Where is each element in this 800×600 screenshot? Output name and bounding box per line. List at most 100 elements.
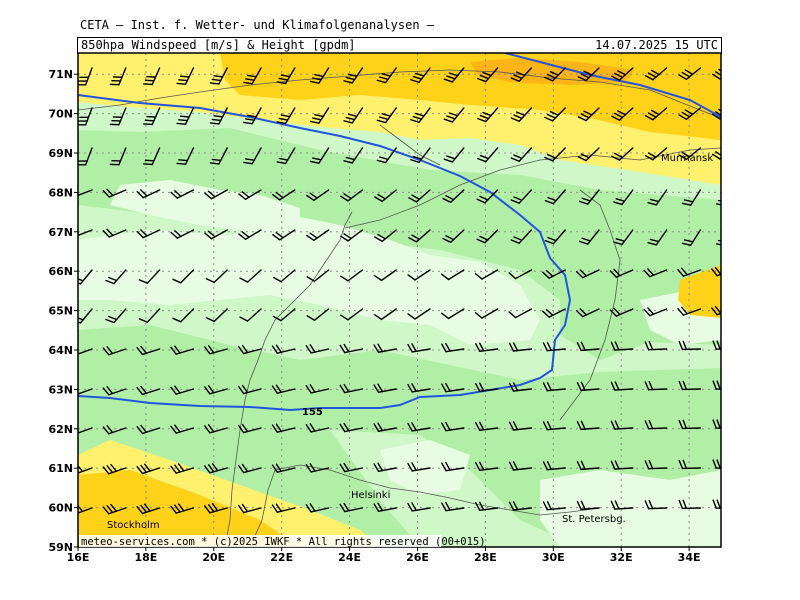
wind-barb xyxy=(407,383,431,393)
wind-barb xyxy=(611,147,634,161)
wind-barb xyxy=(136,385,161,396)
wind-barb xyxy=(475,461,499,472)
wind-barb xyxy=(610,500,634,510)
wind-barb xyxy=(711,267,721,277)
wind-barb xyxy=(407,462,431,472)
wind-calm-area-finland xyxy=(380,440,470,495)
wind-barb xyxy=(407,269,431,281)
lon-tick-label: 30E xyxy=(542,551,565,564)
wind-barb xyxy=(271,463,296,473)
wind-barb xyxy=(143,107,161,126)
wind-barb xyxy=(305,423,330,433)
wind-barb xyxy=(678,499,702,510)
wind-barb xyxy=(408,189,431,203)
wind-barb xyxy=(575,308,600,318)
city-label-helsinki: Helsinki xyxy=(351,490,390,501)
variable-title: 850hpa Windspeed [m/s] & Height [gpdm] xyxy=(81,38,356,52)
wind-barb xyxy=(681,229,702,246)
wind-barb xyxy=(237,423,262,434)
wind-barb xyxy=(576,420,600,431)
wind-barb xyxy=(373,462,397,472)
lat-tick-label: 70N xyxy=(48,108,73,121)
wind-barb xyxy=(643,268,668,278)
wind-barb xyxy=(305,463,330,473)
wind-barb xyxy=(610,420,634,430)
lat-tick-label: 65N xyxy=(48,305,73,318)
wind-barb xyxy=(78,308,93,324)
wind-barb xyxy=(102,503,127,515)
wind-barb xyxy=(644,147,668,161)
wind-barb xyxy=(78,464,93,474)
wind-barb xyxy=(542,381,566,392)
wind-barb xyxy=(376,107,397,124)
wind-barb xyxy=(78,388,93,395)
wind-barb xyxy=(78,348,93,355)
wind-barb xyxy=(205,269,228,284)
wind-barb xyxy=(410,67,431,83)
wind-barb xyxy=(343,147,364,164)
wind-barb xyxy=(109,67,127,86)
wind-barb xyxy=(143,67,161,86)
wind-barb xyxy=(475,421,499,432)
lat-tick-label: 69N xyxy=(48,147,73,160)
wind-barb xyxy=(578,229,600,245)
wind-barb xyxy=(644,341,668,351)
lon-tick-label: 20E xyxy=(202,551,225,564)
wind-barb xyxy=(276,147,296,165)
wind-barb xyxy=(678,419,702,430)
wind-barb xyxy=(410,147,431,163)
wind-barb xyxy=(677,306,702,316)
wind-barb xyxy=(610,341,634,351)
wind-barb xyxy=(678,380,702,391)
wind-barb xyxy=(237,384,262,395)
wind-barb xyxy=(510,229,533,244)
wind-barb xyxy=(373,269,397,282)
wind-barb xyxy=(309,107,330,124)
wind-barb xyxy=(204,345,228,355)
wind-barb xyxy=(376,67,397,84)
wind-barb xyxy=(712,499,721,509)
lon-tick-label: 28E xyxy=(474,551,497,564)
contour-label: 155 xyxy=(302,407,323,418)
wind-barb xyxy=(576,381,600,392)
wind-barb xyxy=(644,420,668,430)
height-contour-north xyxy=(504,53,721,118)
wind-barb xyxy=(712,340,721,350)
wind-barb xyxy=(610,460,634,470)
wind-barb xyxy=(508,269,533,280)
city-label-st-petersburg: St. Petersbg. xyxy=(562,514,626,525)
wind-barb xyxy=(309,67,330,84)
wind-barb xyxy=(78,269,93,285)
wind-barb xyxy=(711,68,721,80)
wind-barb xyxy=(609,307,634,317)
lon-tick-label: 22E xyxy=(270,551,293,564)
wind-barb xyxy=(172,269,195,284)
wind-barb xyxy=(644,381,668,391)
wind-barb xyxy=(441,382,465,393)
wind-barb xyxy=(544,189,566,205)
wind-barb xyxy=(443,107,465,123)
lat-tick-label: 60N xyxy=(48,502,73,515)
wind-barb xyxy=(306,308,330,321)
wind-barb xyxy=(339,502,364,513)
wind-barb xyxy=(138,269,161,284)
wind-barb xyxy=(205,308,228,323)
lat-tick-label: 61N xyxy=(48,462,73,475)
wind-barb xyxy=(172,308,195,323)
wind-barb xyxy=(508,461,533,471)
wind-barb xyxy=(374,229,397,243)
city-label-murmansk: Murmansk xyxy=(661,153,713,164)
wind-barb xyxy=(340,269,364,282)
wind-barb xyxy=(209,107,228,125)
wind-barb xyxy=(170,385,195,395)
footer-credit: meteo-services.com * (c)2025 IWKF * All … xyxy=(81,536,486,548)
wind-barb xyxy=(410,107,431,123)
lon-tick-label: 18E xyxy=(134,551,157,564)
wind-barb xyxy=(109,147,127,166)
wind-barb xyxy=(170,345,195,355)
wind-barbs xyxy=(78,67,721,515)
wind-barb xyxy=(136,503,161,515)
wind-barb xyxy=(644,500,668,510)
wind-barb xyxy=(276,67,296,85)
